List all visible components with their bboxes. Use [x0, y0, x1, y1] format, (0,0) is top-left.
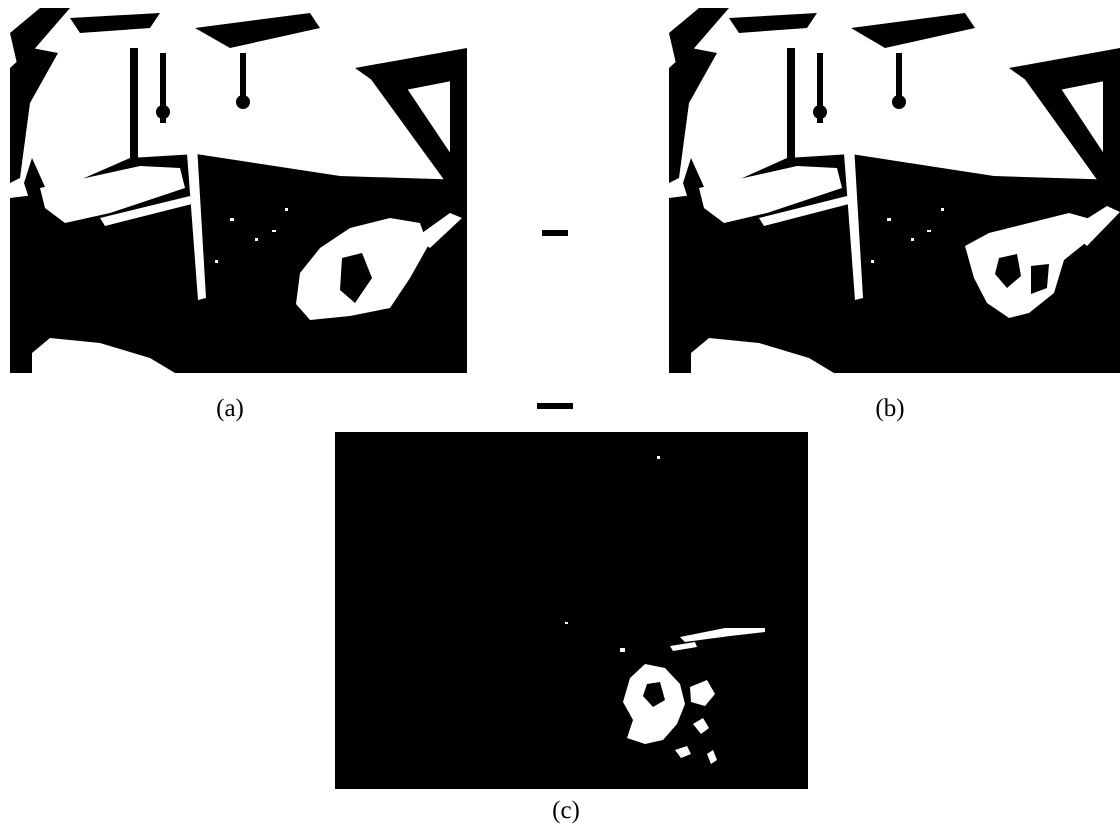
minus-operator [542, 230, 568, 236]
binary-frame-b [669, 8, 1120, 373]
caption-b: (b) [875, 395, 905, 422]
binary-frame-a [10, 8, 467, 373]
binary-frame-a-image [10, 8, 467, 373]
difference-mask-image [335, 432, 808, 789]
minus-operator [537, 403, 573, 409]
caption-a: (a) [216, 395, 244, 422]
difference-mask-c [335, 432, 808, 789]
binary-frame-b-image [669, 8, 1120, 373]
caption-c: (c) [552, 797, 580, 824]
